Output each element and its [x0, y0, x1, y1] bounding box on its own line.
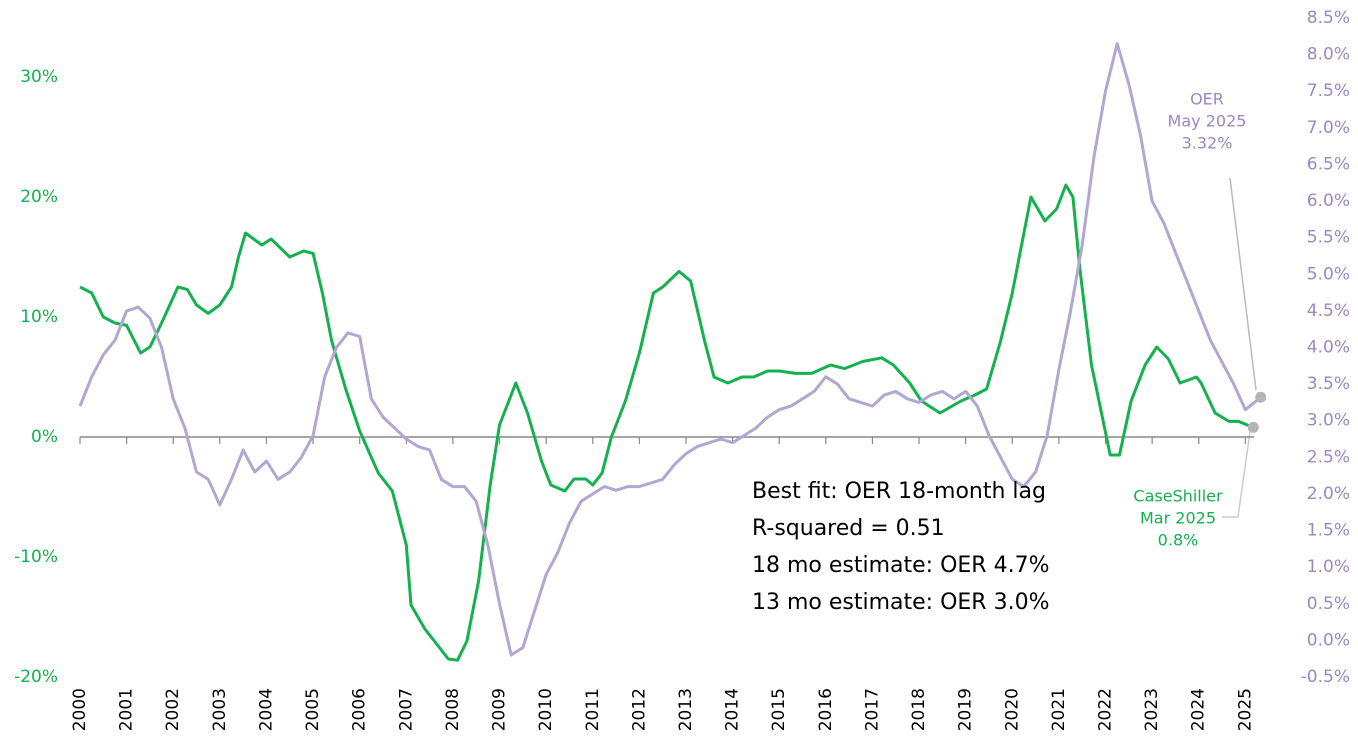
series-line — [79, 183, 1254, 662]
y2-tick-label: 2.0% — [1307, 484, 1350, 504]
y2-tick-label: 0.5% — [1307, 594, 1350, 614]
y-tick-label: -20% — [14, 667, 58, 687]
y-tick-label: -10% — [14, 547, 58, 567]
y2-tick-label: 5.5% — [1307, 228, 1350, 248]
x-tick-label: 2005 — [303, 688, 323, 731]
cs-leader — [1222, 431, 1251, 518]
x-tick-label: 2000 — [70, 688, 90, 731]
y-tick-label: 0% — [31, 427, 58, 447]
x-tick-label: 2011 — [583, 688, 603, 731]
end-label: 3.32% — [1182, 134, 1233, 153]
x-tick-label: 2024 — [1189, 688, 1209, 731]
x-tick-label: 2004 — [256, 688, 276, 731]
y2-tick-label: 7.0% — [1307, 118, 1350, 138]
end-label: May 2025 — [1168, 112, 1247, 131]
y-tick-label: 30% — [20, 67, 58, 87]
y-tick-label: 20% — [20, 187, 58, 207]
y2-tick-label: 8.0% — [1307, 45, 1350, 65]
x-tick-label: 2019 — [956, 688, 976, 731]
y2-tick-label: 4.5% — [1307, 301, 1350, 321]
y-tick-label: 10% — [20, 307, 58, 327]
end-label: OER — [1190, 90, 1224, 109]
annotation: 13 mo estimate: OER 3.0% — [752, 590, 1049, 615]
y2-tick-label: 7.5% — [1307, 81, 1350, 101]
x-tick-label: 2016 — [816, 688, 836, 731]
end-label: CaseShiller — [1133, 487, 1223, 506]
y2-tick-label: 8.5% — [1307, 8, 1350, 28]
x-tick-label: 2017 — [862, 688, 882, 731]
y2-tick-label: 0.0% — [1307, 630, 1350, 650]
end-point — [1247, 421, 1259, 433]
x-tick-label: 2007 — [396, 688, 416, 731]
x-tick-label: 2014 — [723, 688, 743, 731]
x-tick-label: 2001 — [117, 688, 137, 731]
x-tick-label: 2008 — [443, 688, 463, 731]
x-tick-label: 2013 — [676, 688, 696, 731]
annotation: R-squared = 0.51 — [752, 516, 945, 541]
y2-tick-label: 2.5% — [1307, 447, 1350, 467]
end-label: Mar 2025 — [1140, 509, 1216, 528]
y2-tick-label: -0.5% — [1301, 667, 1350, 687]
oer-leader — [1229, 177, 1257, 391]
y2-tick-label: 1.0% — [1307, 557, 1350, 577]
x-tick-label: 2025 — [1235, 688, 1255, 731]
y2-tick-label: 6.5% — [1307, 154, 1350, 174]
x-tick-label: 2003 — [210, 688, 230, 731]
annotation: Best fit: OER 18-month lag — [752, 479, 1046, 504]
end-label: 0.8% — [1158, 531, 1199, 550]
series-line — [78, 42, 1262, 657]
x-tick-label: 2021 — [1049, 688, 1069, 731]
y2-tick-label: 6.0% — [1307, 191, 1350, 211]
y2-tick-label: 4.0% — [1307, 338, 1350, 358]
annotation: 18 mo estimate: OER 4.7% — [752, 553, 1049, 578]
x-tick-label: 2009 — [490, 688, 510, 731]
x-tick-label: 2020 — [1002, 688, 1022, 731]
x-tick-label: 2002 — [163, 688, 183, 731]
y2-tick-label: 1.5% — [1307, 521, 1350, 541]
x-tick-label: 2023 — [1142, 688, 1162, 731]
y2-tick-label: 5.0% — [1307, 264, 1350, 284]
y2-tick-label: 3.5% — [1307, 374, 1350, 394]
x-tick-label: 2018 — [909, 688, 929, 731]
end-point — [1255, 391, 1267, 403]
x-tick-label: 2006 — [350, 688, 370, 731]
x-tick-label: 2012 — [629, 688, 649, 731]
x-tick-label: 2010 — [536, 688, 556, 731]
x-tick-label: 2015 — [769, 688, 789, 731]
y2-tick-label: 3.0% — [1307, 411, 1350, 431]
x-tick-label: 2022 — [1096, 688, 1116, 731]
